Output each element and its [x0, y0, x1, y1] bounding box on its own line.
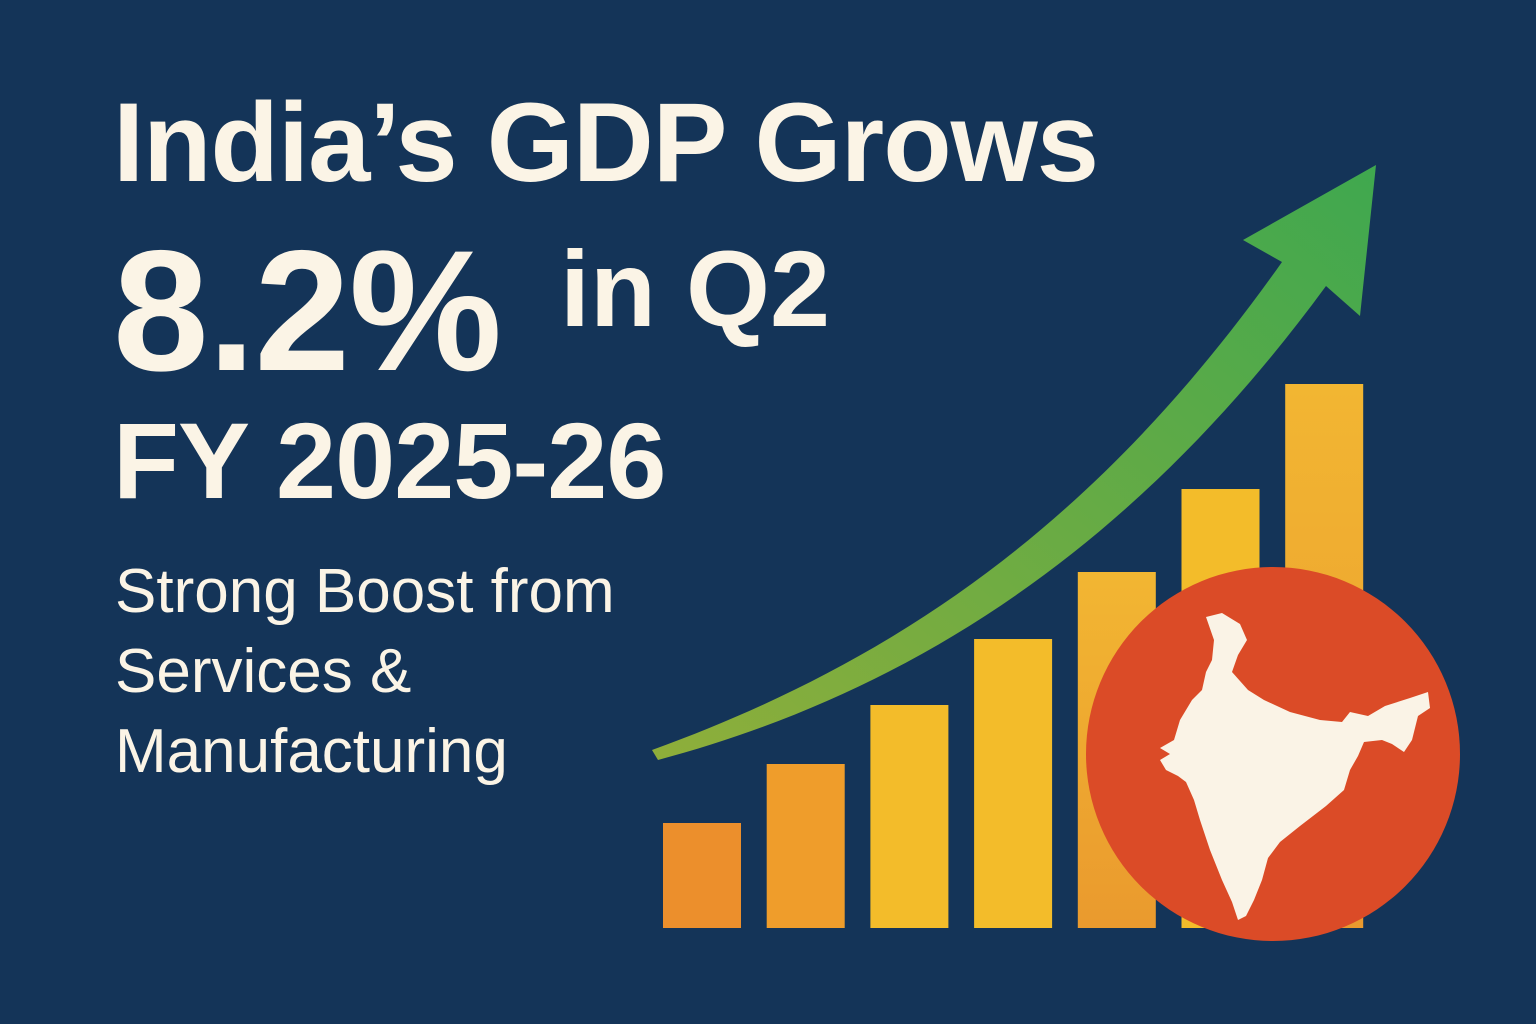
- headline-quarter: in Q2: [560, 228, 831, 349]
- bar: [870, 705, 949, 928]
- bar: [663, 823, 741, 928]
- headline-fiscal-year: FY 2025-26: [113, 400, 666, 521]
- subheadline-line3: Manufacturing: [115, 717, 508, 786]
- headline-line1: India’s GDP Grows: [113, 80, 1099, 205]
- bar: [974, 639, 1053, 928]
- bar: [766, 764, 845, 928]
- india-map-icon: [1160, 613, 1430, 920]
- upward-trend-arrow-icon: [652, 165, 1376, 760]
- subheadline-line2: Services &: [115, 637, 412, 706]
- subheadline-line1: Strong Boost from: [115, 557, 615, 626]
- headline-growth-rate: 8.2%: [113, 215, 502, 407]
